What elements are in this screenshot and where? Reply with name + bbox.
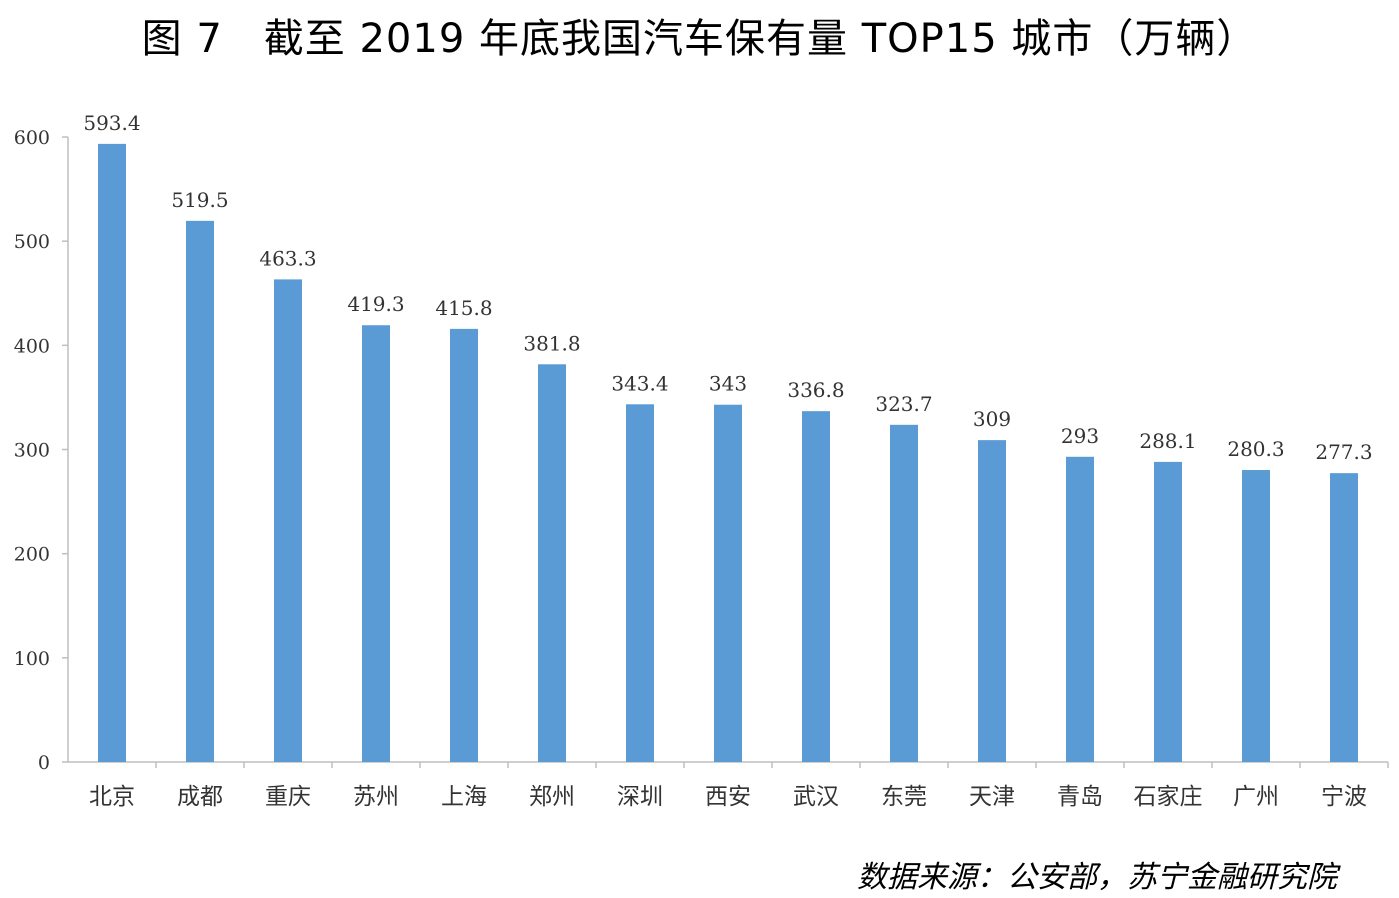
data-label: 343.4 <box>611 371 668 395</box>
bar <box>802 411 830 762</box>
category-label: 广州 <box>1233 784 1279 810</box>
data-label: 280.3 <box>1227 437 1284 461</box>
data-label: 323.7 <box>875 392 932 416</box>
category-label: 宁波 <box>1321 784 1367 810</box>
category-label: 西安 <box>705 784 751 810</box>
data-label: 519.5 <box>171 188 228 212</box>
data-label: 336.8 <box>787 378 844 402</box>
category-label: 苏州 <box>353 784 399 810</box>
bar <box>362 325 390 762</box>
data-label: 288.1 <box>1139 429 1196 453</box>
data-labels: 593.4 519.5 463.3 419.3 415.8 381.8 343.4 343 33… <box>83 111 1372 464</box>
y-tick-label: 500 <box>14 231 50 253</box>
data-label: 293 <box>1061 424 1099 448</box>
category-label: 青岛 <box>1057 784 1103 810</box>
bar <box>714 404 742 762</box>
bar <box>274 279 302 762</box>
bars <box>98 143 1358 762</box>
category-labels: 北京 成都 重庆 苏州 上海 郑州 深圳 西安 武汉 东莞 天津 青岛 石家庄 广州 宁波 <box>89 784 1367 810</box>
y-tick-label: 200 <box>14 544 50 566</box>
chart-title: 图 7 截至 2019 年底我国汽车保有量 TOP15 城市（万辆） <box>141 16 1258 62</box>
category-label: 深圳 <box>617 784 663 810</box>
category-label: 郑州 <box>529 784 575 810</box>
data-label: 593.4 <box>83 111 140 135</box>
bar <box>1330 473 1358 762</box>
data-label: 463.3 <box>259 246 316 270</box>
y-axis: 0 100 200 300 400 500 600 <box>14 127 69 774</box>
y-tick-label: 300 <box>14 440 50 462</box>
bar <box>1242 470 1270 762</box>
bar <box>98 143 126 762</box>
category-label: 成都 <box>177 784 223 810</box>
data-label: 415.8 <box>435 296 492 320</box>
category-label: 武汉 <box>793 784 839 810</box>
y-tick-label: 0 <box>38 752 50 774</box>
bar <box>978 440 1006 762</box>
data-label: 419.3 <box>347 292 404 316</box>
y-tick-label: 100 <box>14 648 50 670</box>
category-label: 重庆 <box>265 784 311 810</box>
category-label: 东莞 <box>881 784 927 810</box>
y-tick-label: 400 <box>14 335 50 357</box>
category-label: 天津 <box>969 784 1015 810</box>
x-axis <box>68 761 1389 768</box>
data-label: 277.3 <box>1315 440 1372 464</box>
source-note: 数据来源：公安部，苏宁金融研究院 <box>857 860 1337 895</box>
bar <box>450 328 478 762</box>
bar <box>626 404 654 762</box>
bar <box>538 364 566 762</box>
bar <box>1066 456 1094 762</box>
y-tick-label: 600 <box>14 127 50 149</box>
bar <box>186 220 214 762</box>
data-label: 381.8 <box>523 331 580 355</box>
category-label: 上海 <box>441 784 487 810</box>
category-label: 石家庄 <box>1134 784 1203 810</box>
bar <box>890 424 918 762</box>
data-label: 309 <box>973 407 1011 431</box>
category-label: 北京 <box>89 784 135 810</box>
data-label: 343 <box>709 372 747 396</box>
bar <box>1154 461 1182 762</box>
